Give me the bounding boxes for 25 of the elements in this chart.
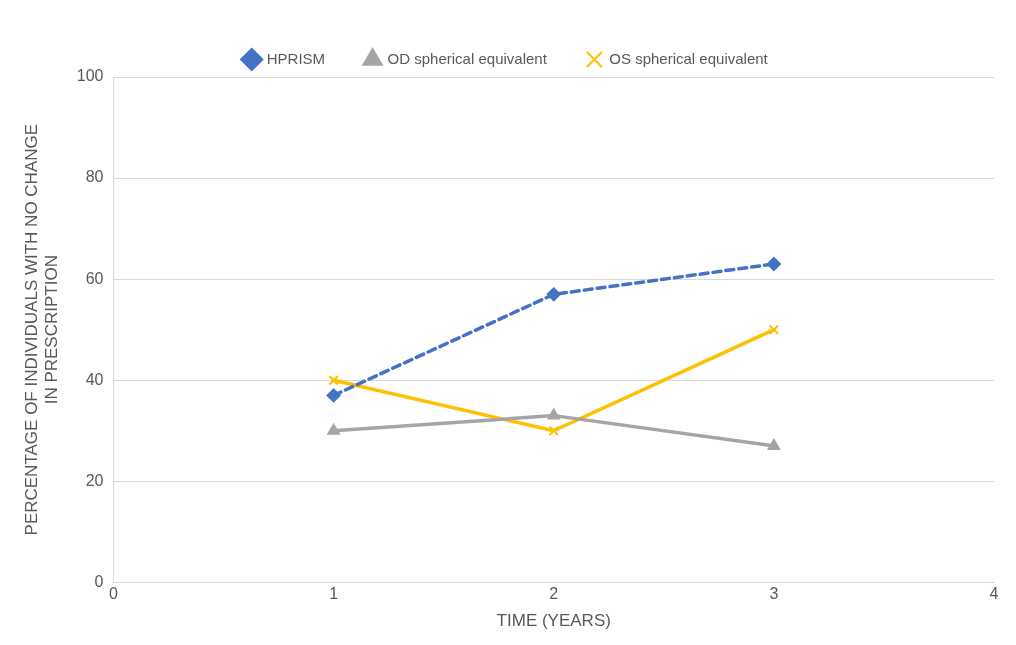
y-tick-label: 60 (85, 269, 104, 287)
point (548, 425, 559, 437)
point (768, 324, 780, 335)
y-tick-label: 0 (94, 572, 104, 590)
point (767, 438, 781, 450)
y-tick-label: 20 (85, 471, 104, 489)
y-tick-label: 40 (85, 370, 104, 388)
point (328, 375, 339, 386)
point (547, 408, 560, 420)
legend-label: OD spherical equivalent (387, 49, 548, 67)
y-axis-title: PERCENTAGE OF INDIVIDUALS WITH NO CHANGE IN PRESCRIPTION (21, 123, 62, 536)
x-tick-label: 4 (989, 585, 999, 603)
x-tick-label: 0 (109, 585, 119, 603)
legend-label: OS spherical equivalent (609, 49, 769, 67)
point (766, 257, 781, 271)
point (546, 287, 561, 302)
x-tick-label: 3 (769, 585, 779, 603)
legend-label: HPRISM (266, 49, 326, 67)
x-tick-label: 1 (329, 585, 339, 603)
point (327, 423, 340, 435)
x-tick-label: 2 (549, 585, 559, 603)
x-axis-title: TIME (YEARS) (496, 611, 611, 631)
y-tick-label: 80 (85, 168, 104, 186)
y-tick-label: 100 (76, 67, 104, 85)
point (326, 388, 341, 403)
